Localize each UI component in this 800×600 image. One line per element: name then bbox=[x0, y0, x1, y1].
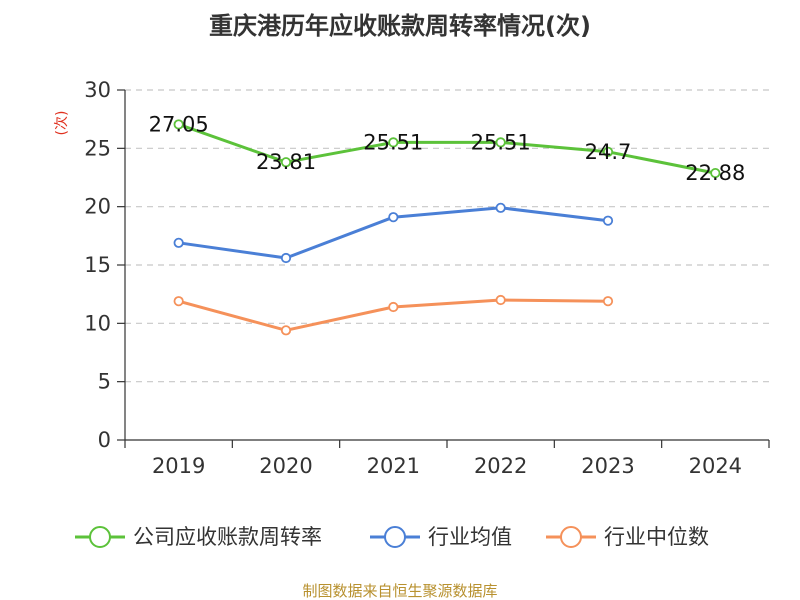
series-0-point-1 bbox=[280, 157, 292, 168]
gridlines bbox=[125, 89, 769, 383]
data-label-2024: 22.88 bbox=[685, 161, 745, 185]
x-tick-label-2024: 2024 bbox=[689, 454, 742, 478]
legend-label-2: 行业中位数 bbox=[604, 525, 709, 549]
series-2-point-2 bbox=[388, 301, 399, 313]
series-2-point-3 bbox=[495, 294, 506, 306]
legend-marker-2 bbox=[560, 526, 582, 548]
series-0-point-2 bbox=[388, 137, 399, 148]
series-1-point-2 bbox=[388, 212, 399, 223]
x-tick-label-2022: 2022 bbox=[474, 454, 527, 478]
y-tick-label-25: 25 bbox=[84, 136, 111, 160]
data-label-2020: 23.81 bbox=[256, 150, 316, 174]
data-label-2022: 25.51 bbox=[471, 130, 531, 154]
series-lines bbox=[173, 119, 721, 336]
series-0-point-4 bbox=[602, 146, 614, 157]
data-source-note: 制图数据来自恒生聚源数据库 bbox=[302, 582, 497, 600]
legend-label-1: 行业均值 bbox=[428, 525, 512, 549]
series-1-point-4 bbox=[602, 215, 614, 226]
y-tick-label-5: 5 bbox=[98, 370, 111, 394]
data-label-2021: 25.51 bbox=[363, 130, 423, 154]
series-2-point-1 bbox=[280, 325, 292, 336]
series-2-point-0 bbox=[173, 296, 184, 307]
y-tick-label-10: 10 bbox=[84, 311, 111, 335]
series-line-0 bbox=[177, 122, 717, 175]
series-1-point-3 bbox=[495, 202, 506, 213]
series-0-point-3 bbox=[495, 137, 506, 148]
data-labels: 27.05 23.81 25.51 25.51 24.7 22.88 bbox=[149, 112, 746, 185]
legend-marker-1 bbox=[384, 526, 406, 548]
legend-marker-0 bbox=[89, 526, 111, 548]
y-tick-label-0: 0 bbox=[98, 428, 111, 452]
y-tick-label-15: 15 bbox=[84, 253, 111, 277]
y-tick-label-30: 30 bbox=[84, 78, 111, 102]
chart-title: 重庆港历年应收账款周转率情况(次) bbox=[209, 12, 591, 40]
axes: 0 5 10 15 20 25 30 2019 2020 2021 2022 2023 2024 bbox=[84, 78, 770, 478]
series-0-point-5 bbox=[710, 167, 721, 179]
data-label-2023: 24.7 bbox=[585, 140, 632, 164]
series-1-point-0 bbox=[173, 237, 184, 248]
legend: 公司应收账款周转率 行业均值 行业中位数 bbox=[75, 525, 709, 549]
legend-label-0: 公司应收账款周转率 bbox=[133, 525, 322, 549]
y-axis-unit-label: (次) bbox=[54, 111, 70, 136]
x-tick-label-2019: 2019 bbox=[152, 454, 205, 478]
data-label-2019: 27.05 bbox=[149, 112, 209, 136]
series-0-point-0 bbox=[173, 119, 184, 130]
y-tick-label-20: 20 bbox=[84, 195, 111, 219]
series-2-point-4 bbox=[602, 296, 614, 307]
x-tick-label-2021: 2021 bbox=[367, 454, 420, 478]
x-tick-label-2020: 2020 bbox=[259, 454, 312, 478]
x-tick-label-2023: 2023 bbox=[581, 454, 634, 478]
series-1-point-1 bbox=[280, 252, 292, 264]
